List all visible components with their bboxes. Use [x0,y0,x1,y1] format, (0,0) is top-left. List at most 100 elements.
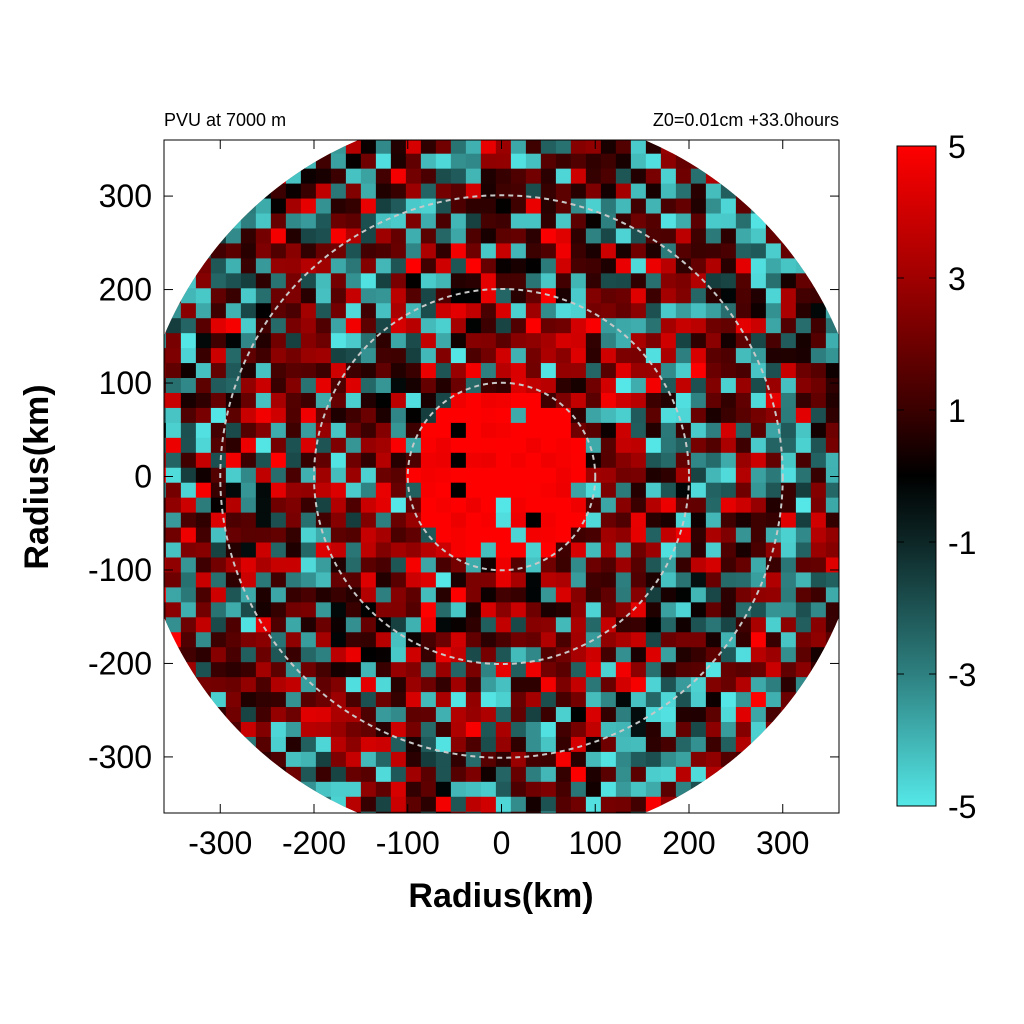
heatmap-cell [616,123,632,139]
heatmap-cell [585,227,602,244]
heatmap-cell [375,212,392,229]
heatmap-cell [375,556,392,573]
heatmap-cell [315,332,332,349]
heatmap-cell [570,317,587,334]
heatmap-cell [720,272,737,289]
heatmap-cell [270,497,287,513]
heatmap-cell [360,392,377,408]
heatmap-cell [750,302,767,319]
heatmap-cell [225,437,242,453]
heatmap-cell [510,646,527,663]
heatmap-cell [615,736,632,752]
heatmap-cell [255,646,272,663]
heatmap-cell [405,212,422,229]
heatmap-cell [465,706,482,722]
heatmap-cell [210,257,227,274]
heatmap-cell [525,721,542,737]
heatmap-cell [495,766,512,782]
heatmap-cell [600,317,617,334]
heatmap-cell [360,212,377,229]
colorbar-tick-label: 3 [948,261,966,297]
heatmap-cell [540,272,557,289]
heatmap-cell [795,482,812,498]
heatmap-cell [180,347,197,364]
heatmap-cell [435,302,452,319]
heatmap-cell [451,123,467,139]
heatmap-cell [375,811,392,813]
range-ring [219,194,784,759]
heatmap-cell [195,287,212,304]
heatmap-cell [255,437,272,453]
heatmap-cell [165,452,182,468]
heatmap-cell [525,796,542,812]
heatmap-cell [390,302,407,319]
heatmap-cell [600,766,617,782]
heatmap-cell [570,601,587,618]
heatmap-cell [841,333,857,349]
heatmap-cell [630,153,647,169]
heatmap-cell [480,631,497,648]
heatmap-cell [510,676,527,693]
heatmap-cell [285,347,302,364]
heatmap-cell [720,646,737,663]
heatmap-cell [645,347,662,364]
heatmap-cell [630,317,647,334]
heatmap-cell [225,526,242,543]
heatmap-cell [495,721,512,737]
heatmap-cell [615,691,632,708]
heatmap-cell [780,631,797,648]
heatmap-cell [360,467,377,483]
heatmap-cell [720,676,737,693]
heatmap-cell [600,212,617,229]
chart-title-left: PVU at 7000 m [164,110,286,130]
heatmap-cell [510,512,527,528]
heatmap-cell [390,781,407,797]
heatmap-cell [315,676,332,693]
heatmap-cell [195,317,212,334]
heatmap-cell [375,601,392,618]
heatmap-cell [600,586,617,603]
heatmap-cell [330,676,347,693]
heatmap-cell [660,721,677,737]
heatmap-cell [660,482,677,498]
heatmap-cell [780,437,797,453]
heatmap-cell [720,287,737,304]
heatmap-cell [436,108,452,124]
heatmap-cell [675,646,692,663]
heatmap-cell [435,212,452,229]
heatmap-cell [690,392,707,408]
heatmap-cell [435,497,452,513]
heatmap-cell [405,362,422,379]
heatmap-cell [526,108,542,124]
heatmap-cell [210,541,227,558]
heatmap-cell [240,631,257,648]
heatmap-cell [615,362,632,379]
heatmap-cell [780,512,797,528]
heatmap-cell [405,721,422,737]
heatmap-cell [600,437,617,453]
heatmap-cell [555,781,572,797]
heatmap-cell [375,541,392,558]
heatmap-cell [315,661,332,678]
heatmap-cell [481,108,497,124]
heatmap-cell [225,302,242,319]
heatmap-cell [780,422,797,438]
heatmap-cell [465,766,482,782]
heatmap-cell [510,212,527,229]
heatmap-cell [164,601,167,618]
heatmap-cell [630,407,647,423]
x-tick-label: 200 [662,825,715,861]
heatmap-cell [375,168,392,184]
heatmap-cell [300,766,317,782]
heatmap-cell [270,452,287,468]
heatmap-cell [360,676,377,693]
heatmap-cell [555,512,572,528]
heatmap-cell [495,407,512,423]
heatmap-cell [270,586,287,603]
heatmap-cell [240,227,257,244]
heatmap-cell [525,197,542,214]
heatmap-cell [270,317,287,334]
heatmap-cell [765,571,782,588]
heatmap-cell [210,392,227,408]
heatmap-cell [750,512,767,528]
